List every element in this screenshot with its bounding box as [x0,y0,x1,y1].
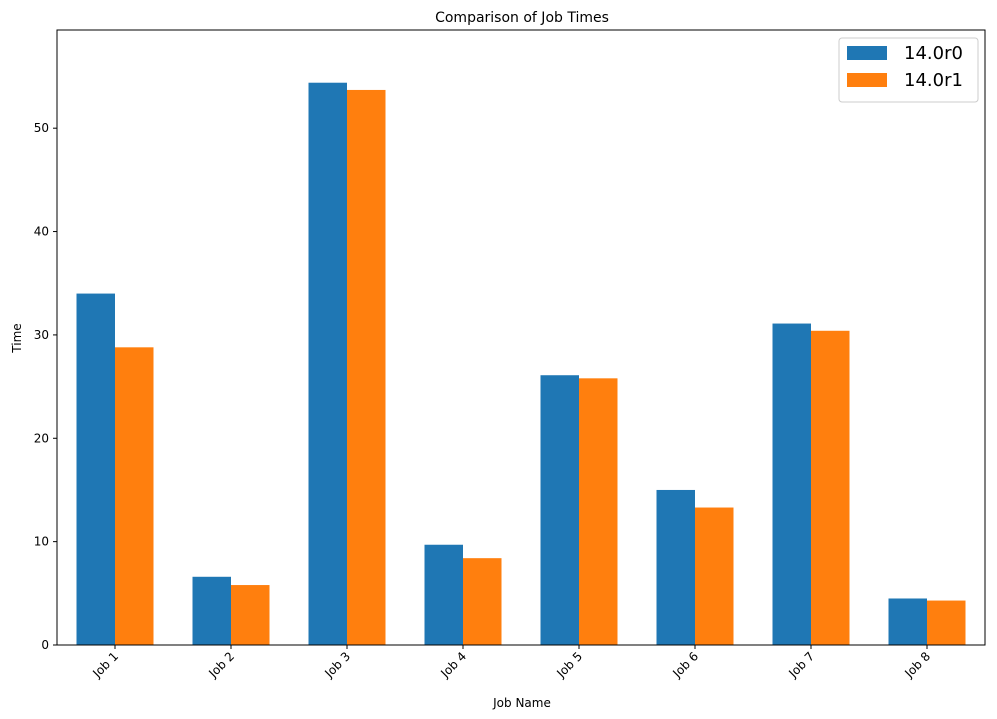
x-tick-label: Job 1 [89,649,121,681]
bar-2-1 [115,347,154,645]
chart-title: Comparison of Job Times [435,10,609,26]
x-tick-label: Job 3 [321,649,353,681]
bar-2-2 [231,585,270,645]
bar-2-3 [347,89,386,645]
bar-1-3 [308,82,347,645]
y-axis: 0 10 20 30 40 50 [34,121,57,652]
legend-swatch-2 [847,73,887,87]
x-tick-label: Job 2 [205,649,237,681]
legend-label-1: 14.0r0 [904,43,963,64]
bar-2-7 [811,330,850,645]
bar-1-8 [888,598,927,645]
y-tick-label: 20 [34,431,49,445]
x-tick-label: Job 7 [785,649,817,681]
y-tick-label: 40 [34,225,49,239]
x-tick-label: Job 4 [437,649,469,681]
x-tick-label: Job 6 [669,649,701,681]
x-tick-label: Job 8 [901,649,933,681]
y-tick-label: 30 [34,328,49,342]
bar-2-8 [927,600,966,645]
bar-1-2 [192,576,231,645]
bar-2-6 [695,507,734,645]
bar-2-5 [579,378,618,645]
legend-swatch-1 [847,46,887,60]
y-axis-label: Time [10,323,24,353]
bar-1-4 [424,544,463,645]
y-tick-label: 0 [41,638,49,652]
y-tick-label: 10 [34,535,49,549]
x-axis: Job 1 Job 2 Job 3 Job 4 Job 5 Job 6 Job 7 Job 8 [89,645,933,681]
plot-area-frame [56,29,986,646]
bars-group [76,82,966,645]
bar-1-5 [540,375,579,645]
x-tick-label: Job 5 [553,649,585,681]
bar-2-4 [463,558,502,645]
legend: 14.0r0 14.0r1 [838,37,979,103]
x-axis-label: Job Name [492,696,551,710]
bar-1-7 [772,323,811,645]
legend-label-2: 14.0r1 [904,70,963,91]
bar-1-6 [656,489,695,645]
y-tick-label: 50 [34,121,49,135]
bar-1-1 [76,293,115,645]
